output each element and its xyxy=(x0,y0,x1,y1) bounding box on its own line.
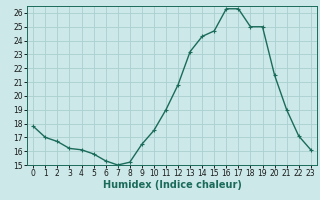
X-axis label: Humidex (Indice chaleur): Humidex (Indice chaleur) xyxy=(103,180,241,190)
